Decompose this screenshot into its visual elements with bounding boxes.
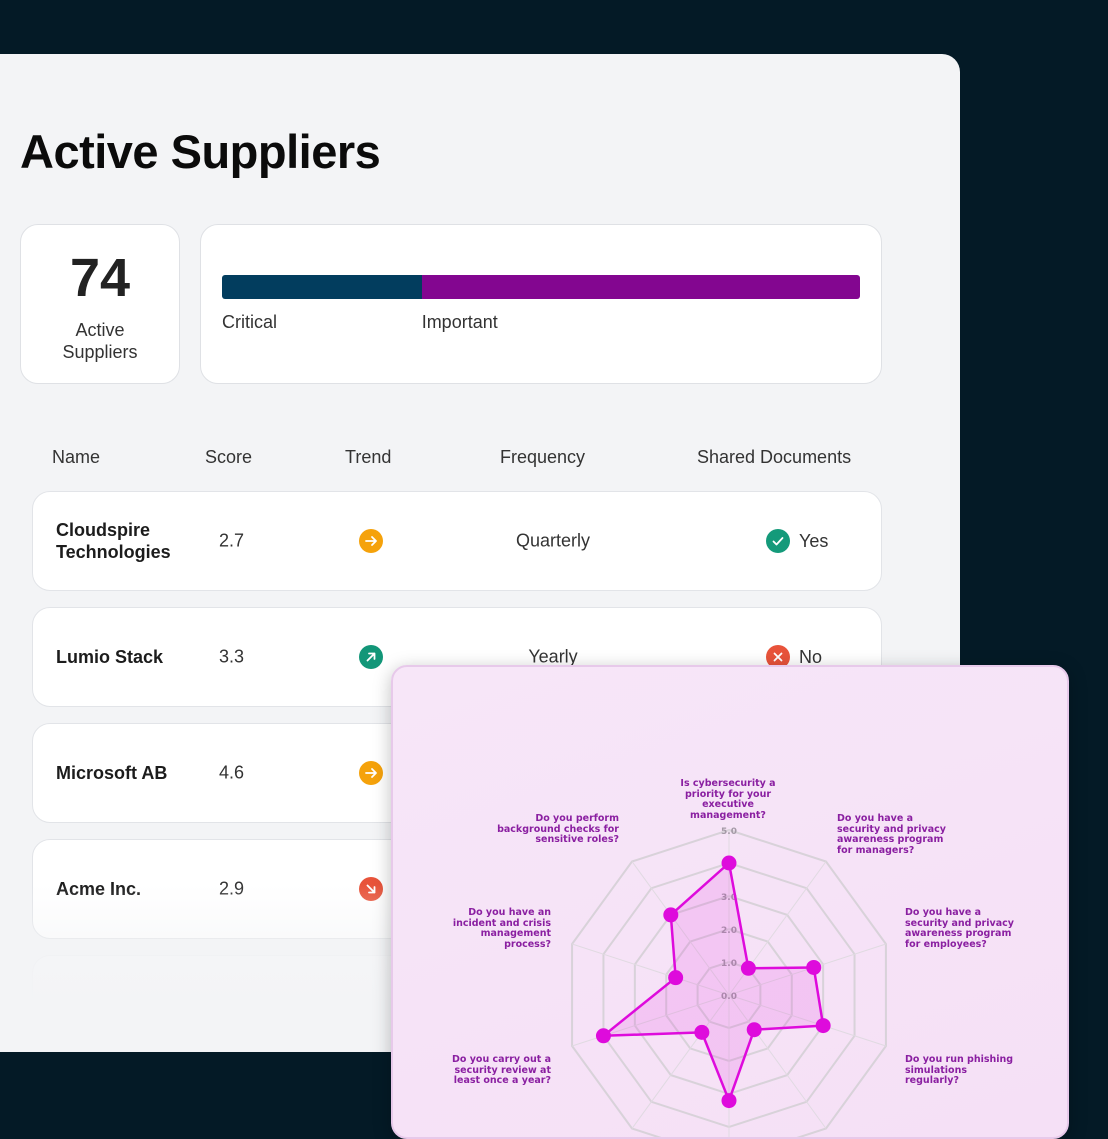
supplier-name: Microsoft AB (56, 763, 168, 783)
radar-data-point (694, 1024, 710, 1040)
radar-spoke (631, 861, 730, 996)
supplier-name: Lumio Stack (56, 647, 164, 667)
axis-label-executive: Is cybersecurity a priority for your exe… (680, 778, 776, 821)
axis-label-incident-management: Do you have an incident and crisis manag… (452, 907, 551, 950)
supplier-score: 2.7 (219, 530, 245, 551)
radar-spoke (631, 994, 730, 1129)
column-header-name[interactable]: Name (52, 447, 101, 467)
trend-flat-icon (359, 529, 383, 553)
active-suppliers-count: 74 (69, 248, 131, 308)
radar-data-point (740, 960, 756, 976)
radar-tick-label: 2.0 (721, 926, 737, 936)
radar-series-area (602, 861, 825, 1102)
important-segment (421, 275, 860, 299)
shared-documents-value: No (799, 646, 823, 667)
radar-tick-label: 1.0 (721, 959, 737, 969)
column-header-score[interactable]: Score (205, 447, 253, 467)
radar-data-point (663, 907, 679, 923)
radar-spoke (728, 994, 827, 1129)
radar-spoke (571, 943, 730, 996)
column-header-shared-documents[interactable]: Shared Documents (697, 447, 852, 467)
axis-label-background-checks: Do you perform background checks for sen… (497, 813, 619, 845)
axis-label-phishing: Do you run phishing simulations regularl… (905, 1054, 1014, 1086)
radar-data-point (721, 855, 737, 871)
page-title: Active Suppliers (20, 125, 381, 178)
radar-grid-ring (571, 828, 887, 1137)
shared-documents-status: Yes (766, 529, 828, 553)
axis-label-employees-awareness: Do you have a security and privacy aware… (905, 907, 1014, 950)
supplier-score: 3.3 (219, 646, 245, 667)
active-suppliers-count-card: 74 Active Suppliers (20, 224, 180, 384)
critical-segment (222, 275, 422, 299)
critical-label: Critical (222, 312, 278, 332)
supplier-frequency: Yearly (528, 646, 578, 667)
radar-tick-label: 0.0 (721, 992, 737, 1002)
supplier-score: 4.6 (219, 762, 245, 783)
radar-data-point (746, 1022, 762, 1038)
shared-documents-value: Yes (799, 530, 829, 551)
distribution-bar (222, 275, 860, 299)
radar-chart-panel: 0.0 1.0 2.0 3.0 5.0 Is cybersecurity a prior… (391, 665, 1069, 1139)
radar-spoke (728, 994, 887, 1047)
trend-flat-icon (359, 761, 383, 785)
axis-label-security-review: Do you carry out a security review at le… (452, 1054, 551, 1086)
radar-data-point (806, 959, 822, 975)
active-suppliers-label: Active Suppliers (62, 320, 138, 362)
column-header-frequency[interactable]: Frequency (500, 447, 586, 467)
supplier-frequency: Quarterly (515, 530, 591, 551)
check-icon (766, 529, 790, 553)
radar-data-point (668, 970, 684, 986)
axis-label-managers-awareness: Do you have a security and privacy aware… (837, 813, 946, 856)
radar-data-point (721, 1093, 737, 1109)
supplier-name: Cloudspire Technologies (56, 520, 171, 562)
supplier-distribution-card: Critical Important (200, 224, 882, 384)
trend-up-icon (359, 645, 383, 669)
radar-data-point (815, 1018, 831, 1034)
radar-tick-label: 3.0 (721, 893, 737, 903)
table-row[interactable]: Cloudspire Technologies 2.7 Quarterly Ye… (32, 491, 882, 591)
important-label: Important (421, 312, 498, 332)
radar-data-point (595, 1028, 611, 1044)
radar-tick-label: 5.0 (721, 827, 737, 837)
radar-chart: 0.0 1.0 2.0 3.0 5.0 (571, 827, 887, 1137)
column-header-trend[interactable]: Trend (345, 447, 392, 467)
